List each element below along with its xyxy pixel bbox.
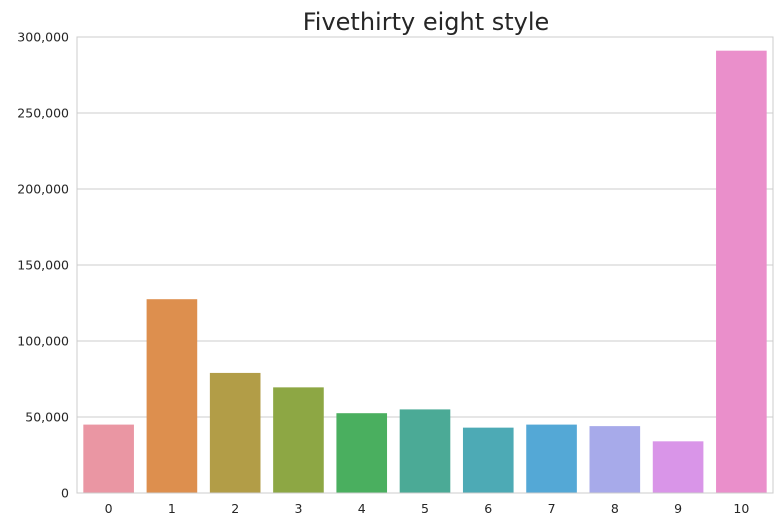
y-tick-label: 100,000 xyxy=(17,334,69,349)
x-tick-label: 4 xyxy=(358,501,366,516)
bar-7 xyxy=(526,424,577,493)
bar-0 xyxy=(83,424,134,493)
plot-frame xyxy=(76,36,774,494)
bar-6 xyxy=(462,427,514,493)
y-tick-label: 200,000 xyxy=(17,182,69,197)
x-tick-label: 8 xyxy=(611,501,619,516)
x-axis-ticks: 0 1 2 3 4 5 6 7 8 9 10 xyxy=(105,501,750,516)
bar-1 xyxy=(146,299,198,493)
x-tick-label: 1 xyxy=(168,501,176,516)
y-tick-label: 0 xyxy=(61,486,69,501)
x-tick-label: 0 xyxy=(105,501,113,516)
bar-9 xyxy=(652,441,704,493)
bars xyxy=(83,50,767,494)
x-tick-label: 5 xyxy=(421,501,429,516)
x-tick-label: 7 xyxy=(548,501,556,516)
bar-5 xyxy=(399,409,451,493)
x-tick-label: 3 xyxy=(294,501,302,516)
x-tick-label: 10 xyxy=(733,501,749,516)
chart-title: Fivethirty eight style xyxy=(303,8,550,36)
y-tick-label: 250,000 xyxy=(17,106,69,121)
y-tick-label: 50,000 xyxy=(25,410,69,425)
bar-8 xyxy=(589,426,641,493)
bar-3 xyxy=(273,387,324,493)
x-tick-label: 2 xyxy=(231,501,239,516)
y-tick-label: 150,000 xyxy=(17,258,69,273)
y-tick-label: 300,000 xyxy=(17,30,69,45)
x-tick-label: 9 xyxy=(674,501,682,516)
bar-2 xyxy=(209,372,261,493)
y-axis-ticks: 0 50,000 100,000 150,000 200,000 250,000 300,0… xyxy=(17,30,69,501)
x-tick-label: 6 xyxy=(484,501,492,516)
bar-4 xyxy=(336,413,388,493)
bar-10 xyxy=(716,50,767,494)
